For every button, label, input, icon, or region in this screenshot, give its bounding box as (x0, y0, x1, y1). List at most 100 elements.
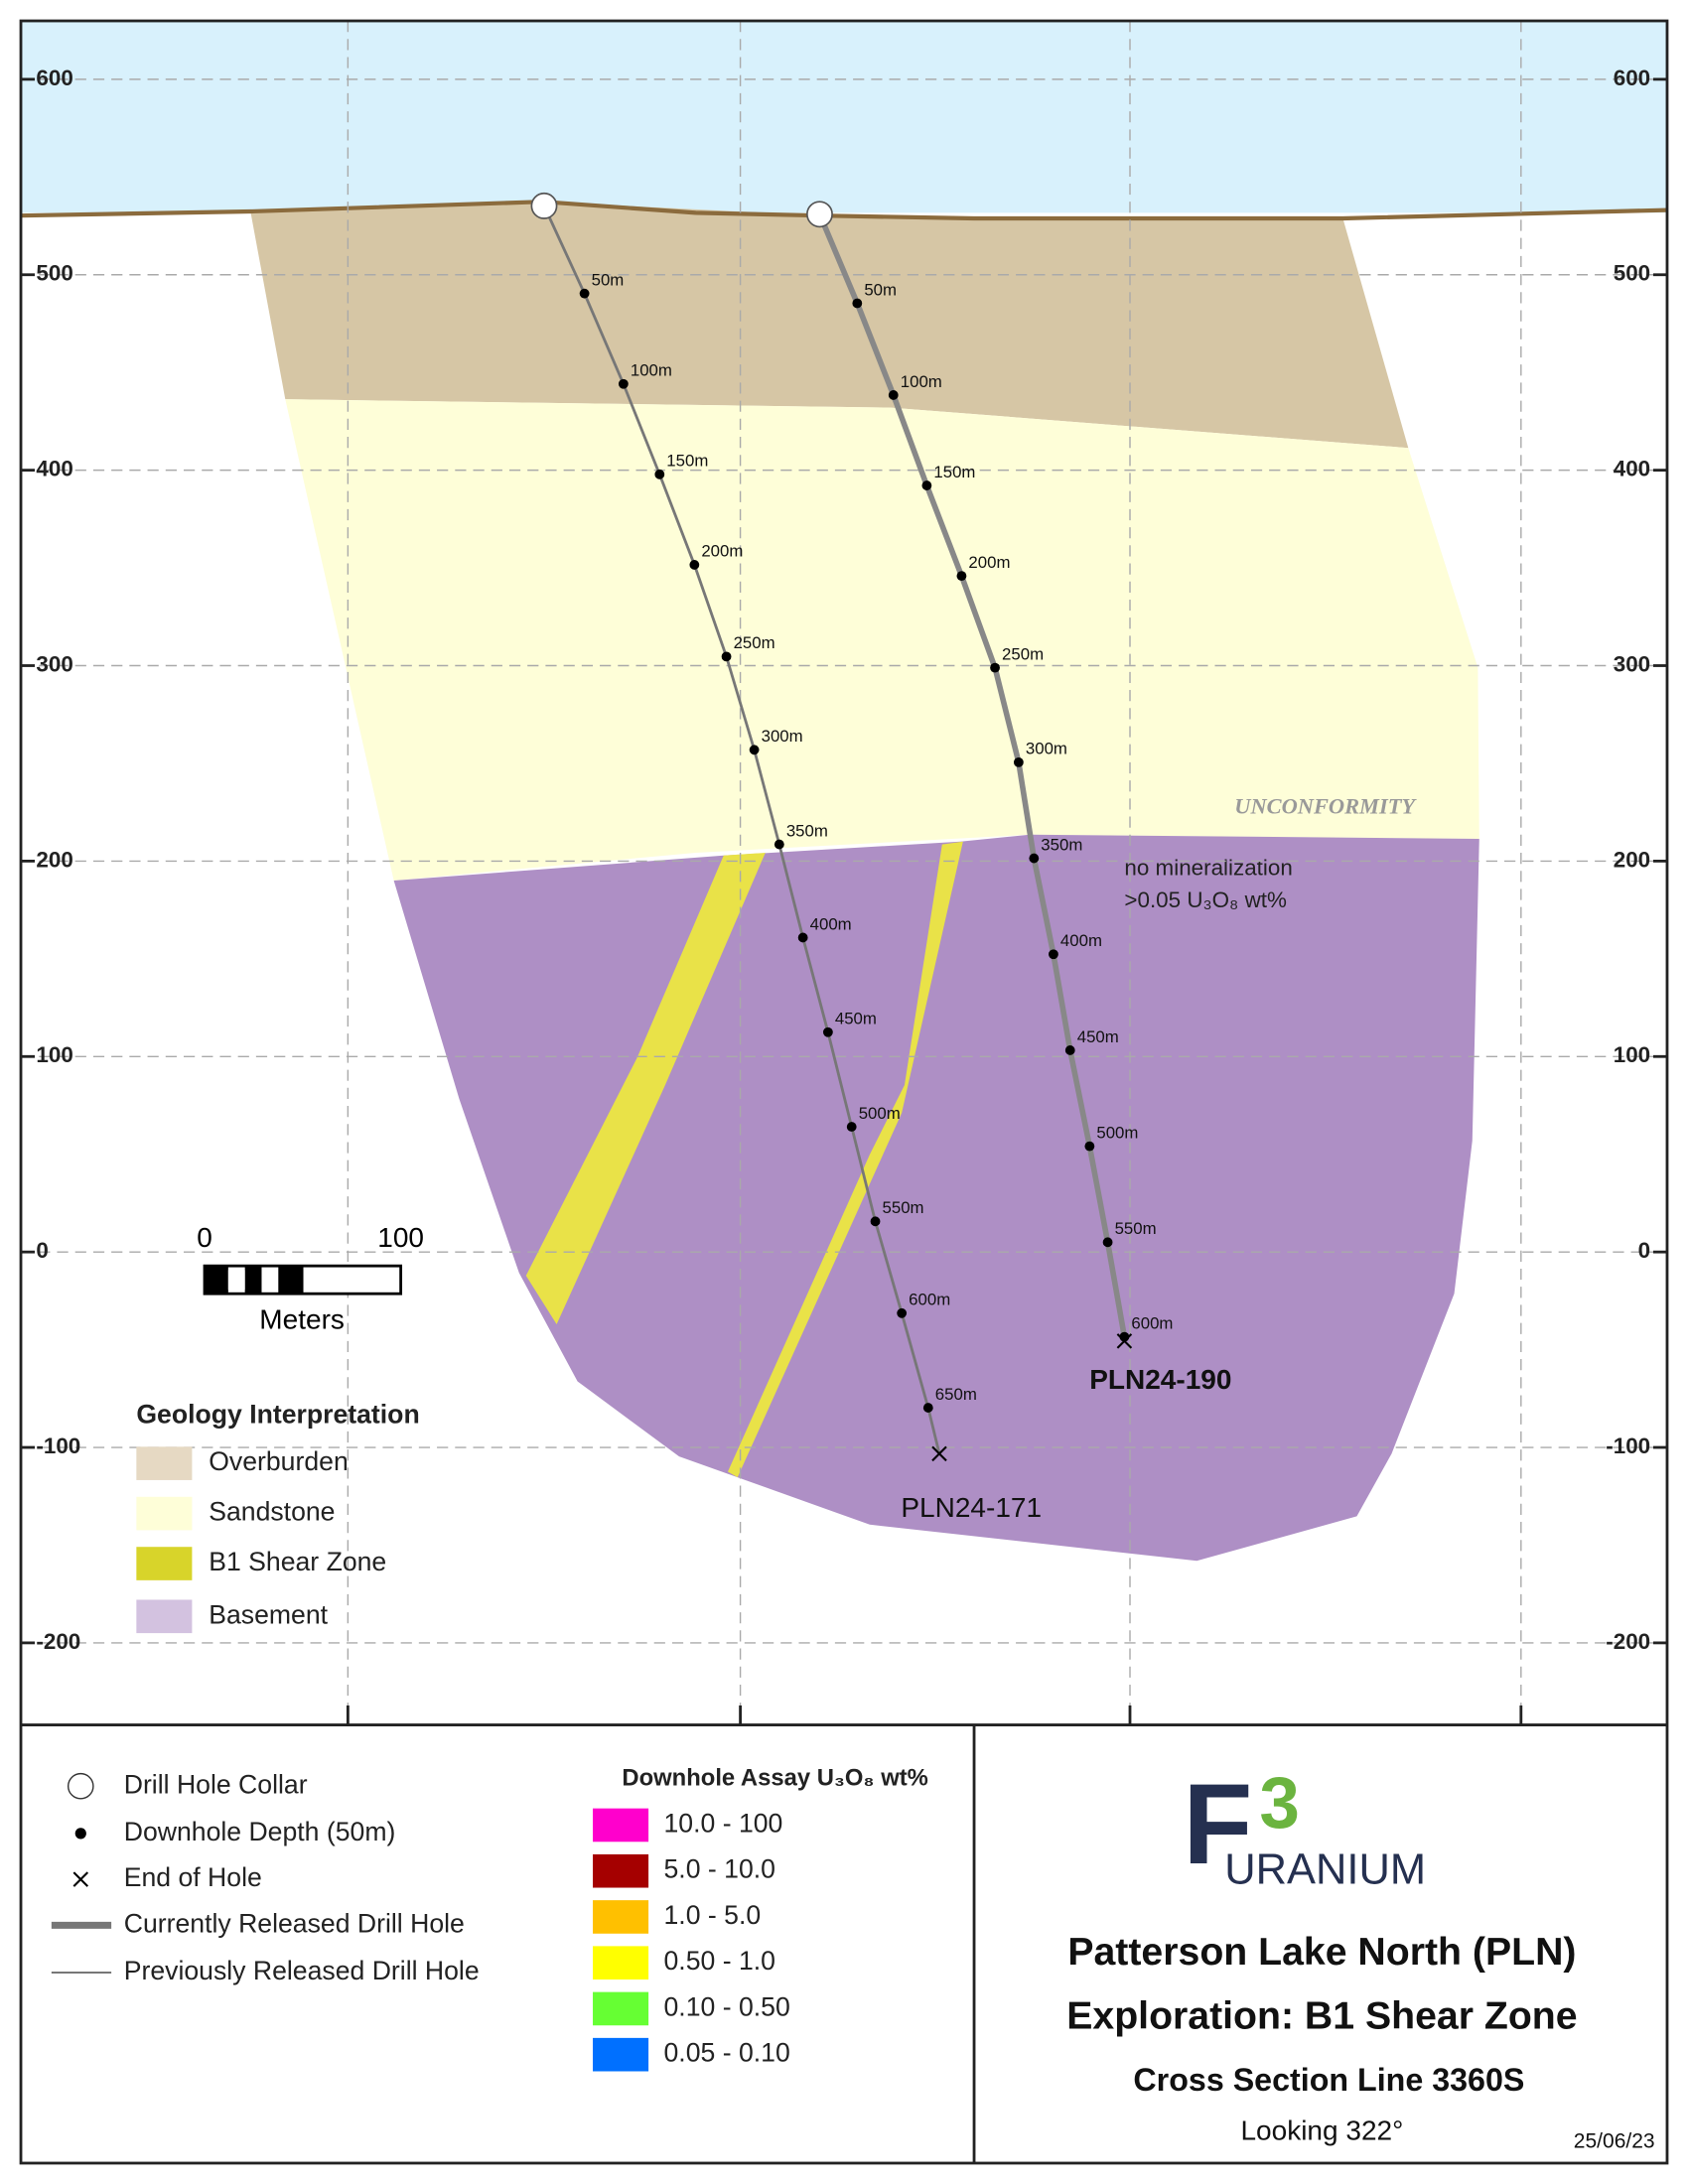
scale-block (205, 1266, 228, 1295)
legend-symbol (67, 1772, 94, 1800)
legend-symbol (74, 1828, 86, 1840)
depth-marker (1102, 1237, 1113, 1248)
depth-marker (689, 560, 700, 570)
depth-marker (852, 298, 863, 309)
depth-label: 250m (1002, 644, 1044, 663)
legend-symbol (72, 1871, 89, 1887)
scale-block (244, 1266, 262, 1295)
depth-marker (897, 1307, 908, 1318)
legend-title: Downhole Assay U₃O₈ wt% (622, 1765, 927, 1792)
hole-name: PLN24-171 (901, 1492, 1042, 1523)
legend-swatch (593, 1991, 649, 2026)
page-border (19, 19, 1669, 2165)
depth-marker (579, 288, 590, 299)
depth-marker (1064, 1045, 1075, 1055)
depth-marker (870, 1216, 881, 1227)
legend-swatch (136, 1496, 193, 1531)
elevation-label: 400 (36, 457, 72, 481)
depth-label: 300m (1026, 740, 1067, 758)
depth-marker (749, 745, 760, 755)
legend-label: 0.50 - 1.0 (664, 1946, 775, 1976)
depth-label: 250m (734, 633, 775, 652)
legend-label: 0.10 - 0.50 (664, 1991, 790, 2021)
depth-label: 150m (933, 463, 975, 481)
depth-label: 550m (1115, 1219, 1157, 1238)
title: Exploration: B1 Shear Zone (1066, 1994, 1577, 2038)
depth-marker (888, 390, 899, 400)
elevation-label: 500 (1614, 261, 1650, 286)
elevation-label: 300 (1614, 651, 1650, 676)
elevation-label: 300 (36, 651, 72, 676)
depth-label: 100m (901, 372, 942, 391)
drill-hole (816, 212, 1128, 1341)
depth-label: 400m (810, 914, 852, 933)
legend-swatch (593, 2037, 649, 2072)
depth-label: 450m (1077, 1027, 1119, 1046)
view-direction: Looking 322° (1240, 2116, 1403, 2146)
logo: F 3 URANIUM (1183, 1761, 1426, 1893)
hole-name: PLN24-190 (1089, 1364, 1231, 1395)
depth-label: 600m (1131, 1313, 1173, 1332)
sky (21, 21, 1667, 213)
logo-name: URANIUM (1224, 1846, 1426, 1894)
depth-marker (822, 1026, 833, 1037)
legend-label: Currently Released Drill Hole (124, 1908, 465, 1938)
legend-swatch (593, 1900, 649, 1934)
end-of-hole (1116, 1333, 1133, 1349)
legend-label: 10.0 - 100 (664, 1809, 783, 1839)
scale-block (278, 1266, 304, 1295)
scale-label: 100 (377, 1222, 424, 1253)
depth-label: 400m (1060, 931, 1102, 950)
legend-title: Geology Interpretation (136, 1400, 419, 1430)
overburden (250, 202, 1409, 449)
end-of-hole (931, 1445, 947, 1462)
elevation-label: -100 (1606, 1433, 1650, 1458)
depth-label: 600m (909, 1291, 950, 1309)
legend-label: Previously Released Drill Hole (124, 1956, 480, 1985)
date: 25/06/23 (1574, 2130, 1655, 2153)
depth-marker (990, 662, 1000, 673)
elevation-label: 100 (36, 1042, 72, 1067)
elevation-label: -200 (1606, 1629, 1650, 1654)
scale-block (227, 1270, 245, 1290)
shear-zone (727, 841, 963, 1478)
title: Patterson Lake North (PLN) (1067, 1930, 1576, 1974)
legend-label: Basement (209, 1599, 328, 1629)
subtitle: Cross Section Line 3360S (1133, 2062, 1524, 2098)
legend-label: Downhole Depth (50m) (124, 1817, 396, 1846)
depth-label: 100m (631, 361, 672, 380)
elevation-label: -200 (36, 1629, 80, 1654)
depth-label: 300m (762, 727, 803, 746)
legend-label: Overburden (209, 1446, 349, 1476)
elevation-label: 500 (36, 261, 72, 286)
legend-swatch (136, 1547, 193, 1580)
ground-surface (20, 200, 1668, 221)
depth-label: 50m (864, 280, 897, 299)
legend-label: End of Hole (124, 1862, 262, 1892)
depth-marker (1013, 756, 1024, 767)
depth-marker (618, 378, 629, 389)
legend-swatch (136, 1599, 193, 1634)
depth-label: 350m (786, 821, 828, 840)
note: >0.05 U₃O₈ wt% (1124, 887, 1287, 912)
depth-label: 200m (968, 553, 1010, 572)
depth-marker (797, 932, 808, 943)
legend-label: B1 Shear Zone (209, 1547, 386, 1576)
legend-swatch (593, 1808, 649, 1843)
elevation-label: 0 (1638, 1238, 1650, 1263)
elevation-label: 400 (1614, 457, 1650, 481)
depth-marker (1029, 853, 1040, 864)
collar (806, 201, 833, 228)
legend-label: 5.0 - 10.0 (664, 1854, 775, 1884)
elevation-label: 600 (36, 66, 72, 90)
depth-label: 500m (859, 1104, 901, 1123)
legend-label: 1.0 - 5.0 (664, 1900, 762, 1930)
collar (530, 192, 558, 219)
depth-marker (654, 469, 665, 479)
elevation-label: 200 (1614, 847, 1650, 872)
grid (347, 21, 1522, 1725)
logo-letter: F (1183, 1761, 1252, 1888)
legend-swatch (593, 1853, 649, 1888)
elevation-label: 100 (1614, 1042, 1650, 1067)
